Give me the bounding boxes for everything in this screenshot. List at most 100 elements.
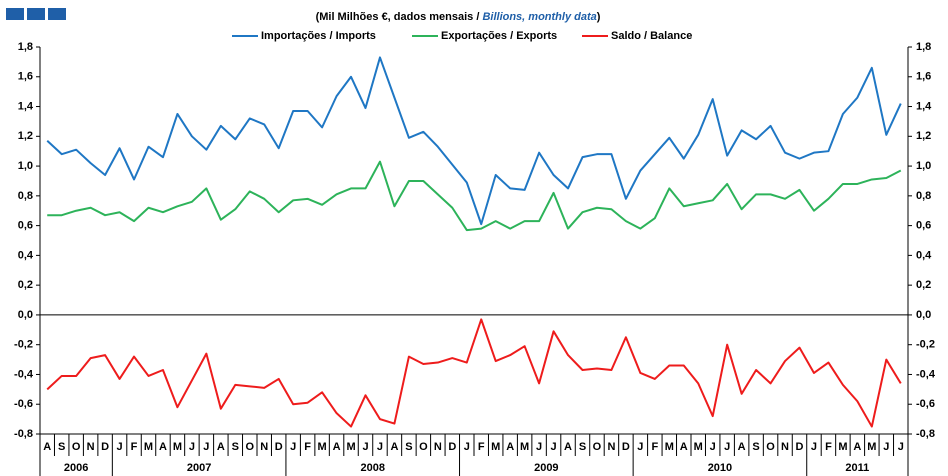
y-tick-label: 1,2 [18,130,33,142]
x-tick-label: A [680,441,688,453]
x-tick-label: S [405,441,412,453]
x-tick-label: J [637,441,643,453]
x-tick-label: M [838,441,847,453]
legend-label: Importações / Imports [261,30,376,42]
x-tick-label: J [710,441,716,453]
y2-tick-label: 1,2 [916,130,931,142]
x-tick-label: A [43,441,51,453]
year-label: 2006 [64,462,88,474]
logo-block [27,8,45,20]
x-tick-label: O [766,441,775,453]
x-tick-label: J [464,441,470,453]
x-tick-label: D [101,441,109,453]
x-tick-label: A [159,441,167,453]
x-tick-label: M [144,441,153,453]
y-tick-label: -0,8 [14,428,33,440]
x-tick-label: M [665,441,674,453]
x-tick-label: M [694,441,703,453]
y2-tick-label: 1,8 [916,41,931,53]
y-tick-label: 0,0 [18,309,33,321]
x-tick-label: O [419,441,428,453]
x-tick-label: J [377,441,383,453]
x-tick-label: M [867,441,876,453]
series-line [46,56,902,226]
y2-tick-label: 0,4 [916,249,932,261]
x-tick-label: D [796,441,804,453]
x-tick-label: D [622,441,630,453]
x-tick-label: S [232,441,239,453]
logo-block [48,8,66,20]
x-tick-label: J [883,441,889,453]
x-tick-label: N [87,441,95,453]
y-tick-label: 0,6 [18,220,33,232]
y2-tick-label: -0,4 [916,368,936,380]
x-tick-label: A [853,441,861,453]
x-tick-label: J [811,441,817,453]
year-label: 2009 [534,462,558,474]
y2-tick-label: 0,6 [916,220,931,232]
x-tick-label: J [290,441,296,453]
y2-tick-label: -0,2 [916,339,935,351]
y-tick-label: 1,8 [18,41,33,53]
y2-tick-label: 1,0 [916,160,931,172]
y2-tick-label: 0,2 [916,279,931,291]
series-line [47,160,902,232]
y-tick-label: -0,4 [14,368,34,380]
x-tick-label: J [362,441,368,453]
y2-tick-label: 0,8 [916,190,931,202]
x-tick-label: D [448,441,456,453]
x-tick-label: F [478,441,485,453]
x-tick-label: A [564,441,572,453]
x-tick-label: A [333,441,341,453]
y-tick-label: 1,6 [18,71,33,83]
x-tick-label: N [781,441,789,453]
x-tick-label: D [275,441,283,453]
x-tick-label: F [825,441,832,453]
x-tick-label: N [260,441,268,453]
y2-tick-label: -0,8 [916,428,935,440]
x-tick-label: A [738,441,746,453]
x-tick-label: F [131,441,138,453]
x-tick-label: A [390,441,398,453]
legend-label: Exportações / Exports [441,30,557,42]
x-tick-label: N [434,441,442,453]
x-tick-label: N [607,441,615,453]
legend-label: Saldo / Balance [611,30,692,42]
title-en: Billions, monthly data [482,11,596,23]
x-tick-label: F [651,441,658,453]
y2-tick-label: 0,0 [916,309,931,321]
y-tick-label: -0,6 [14,398,33,410]
x-tick-label: S [58,441,65,453]
x-tick-label: J [189,441,195,453]
y-tick-label: 1,0 [18,160,33,172]
x-tick-label: M [491,441,500,453]
y2-tick-label: 1,4 [916,100,932,112]
chart-title: (Mil Milhões €, dados mensais / Billions… [316,11,601,23]
y-tick-label: 0,8 [18,190,33,202]
year-label: 2007 [187,462,211,474]
year-label: 2011 [845,462,869,474]
title-close: ) [597,11,601,23]
x-tick-label: A [506,441,514,453]
year-label: 2008 [360,462,384,474]
title-pt: (Mil Milhões €, dados mensais / [316,11,480,23]
x-tick-label: O [245,441,254,453]
x-tick-label: M [520,441,529,453]
y-tick-label: -0,2 [14,339,33,351]
x-tick-label: M [346,441,355,453]
logo-block [6,8,24,20]
y-tick-label: 0,4 [18,249,34,261]
x-tick-label: J [536,441,542,453]
x-tick-label: S [579,441,586,453]
x-tick-label: O [593,441,602,453]
y2-tick-label: 1,6 [916,71,931,83]
y-tick-label: 1,4 [18,100,34,112]
x-tick-label: J [117,441,123,453]
x-tick-label: M [318,441,327,453]
y2-tick-label: -0,6 [916,398,935,410]
y-tick-label: 0,2 [18,279,33,291]
x-tick-label: A [217,441,225,453]
x-tick-label: F [304,441,311,453]
x-tick-label: M [173,441,182,453]
